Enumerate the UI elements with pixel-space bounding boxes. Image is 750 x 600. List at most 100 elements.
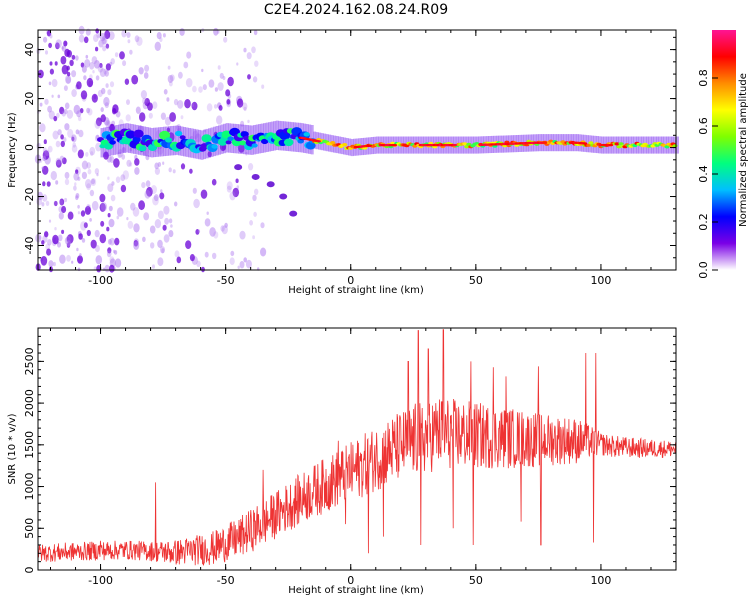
spectrogram-noise-blob [47, 239, 52, 246]
spectrogram-noise-blob [159, 192, 165, 200]
spectrogram-noise-blob [48, 81, 52, 86]
spectrogram-noise-blob [77, 267, 81, 272]
spectrogram-ridge-halo [676, 136, 679, 154]
figure-title: C2E4.2024.162.08.24.R09 [264, 2, 448, 18]
spectrogram-noise-blob [235, 178, 239, 184]
spectrogram-noise-blob [105, 44, 109, 50]
spectrogram-noise-blob [107, 247, 112, 254]
spectrogram-noise-blob [47, 105, 52, 113]
spectrogram-noise-blob [46, 181, 51, 187]
spectrogram-noise-blob [214, 87, 218, 92]
spectrogram-noise-blob [248, 163, 254, 171]
spectrogram-noise-blob [107, 238, 112, 245]
spectrogram-noise-blob [226, 185, 232, 193]
spectrogram-noise-blob [71, 54, 76, 60]
spectrogram-noise-blob [101, 36, 108, 45]
spectrogram-noise-blob [55, 157, 61, 166]
spectrogram-noise-blob [206, 211, 209, 215]
spectrogram-noise-blob [55, 39, 62, 49]
spectrogram-ridge-blob [227, 136, 234, 141]
spectrogram-marks [34, 25, 679, 273]
spectrogram-noise-blob [204, 218, 211, 227]
spectrogram-noise-blob [98, 39, 104, 48]
spectrogram-noise-blob [81, 171, 87, 180]
spectrogram-noise-blob [71, 134, 77, 143]
spectrogram-noise-blob [111, 181, 115, 186]
spectrogram-noise-blob [76, 247, 79, 252]
spectrogram-noise-blob [85, 179, 92, 189]
spectrogram-noise-blob [99, 68, 106, 77]
spectrogram-noise-blob [59, 106, 65, 115]
spectrogram-noise-blob [164, 217, 170, 225]
y-tick-label: -20 [23, 188, 36, 206]
spectrogram-noise-blob [207, 151, 212, 158]
spectrogram-noise-blob [191, 101, 198, 111]
spectrogram-noise-blob [140, 90, 147, 99]
spectrogram-noise-blob [176, 256, 182, 264]
spectrogram-noise-blob [138, 67, 144, 75]
y-tick-label: 0 [23, 567, 36, 574]
spectrogram-noise-blob [63, 137, 67, 143]
spectrogram-noise-blob [60, 134, 64, 140]
spectrogram-ridge-halo [130, 124, 134, 154]
spectrogram-noise-blob [53, 115, 58, 122]
spectrogram-noise-blob [84, 205, 91, 215]
spectrogram-noise-blob [237, 265, 240, 269]
spectrogram-noise-blob [254, 188, 259, 195]
spectrogram-noise-blob [69, 59, 74, 67]
spectrogram-ridge-halo [170, 126, 174, 156]
spectrogram-noise-blob [52, 234, 59, 245]
spectrogram-noise-blob [156, 31, 162, 40]
spectrogram-noise-blob [152, 101, 158, 109]
spectrogram-noise-blob [174, 250, 180, 258]
spectrogram-noise-blob [105, 83, 109, 88]
spectrogram-noise-blob [71, 136, 75, 141]
spectrogram-noise-blob [46, 248, 52, 256]
spectrogram-noise-blob [157, 145, 164, 155]
spectrogram-noise-blob [81, 65, 87, 73]
spectrogram-noise-blob [63, 40, 68, 47]
spectrogram-ridge-blob [179, 135, 186, 140]
spectrogram-noise-blob [43, 36, 48, 43]
spectrogram-ridge-blob [159, 130, 171, 140]
spectrogram-noise-blob [149, 225, 156, 234]
spectrogram-noise-blob [132, 207, 140, 217]
spectrogram-noise-blob [185, 240, 192, 250]
spectrogram-ridge-blob [225, 140, 232, 145]
spectrogram-noise-blob [148, 112, 153, 119]
spectrogram-noise-blob [167, 65, 171, 70]
spectrogram-noise-blob [260, 222, 265, 229]
spectrogram-noise-blob [109, 81, 115, 88]
spectrogram-noise-blob [54, 61, 58, 66]
spectrogram-noise-blob [84, 59, 91, 68]
spectrogram-noise-blob [77, 255, 83, 264]
spectrogram-noise-blob [160, 189, 163, 193]
spectrogram-noise-blob [44, 149, 50, 157]
spectrogram-noise-blob [193, 198, 200, 209]
colorbar-ticks: 0.0 0.2 0.4 0.6 0.8 [697, 69, 718, 279]
spectrogram-noise-blob [86, 107, 90, 114]
spectrogram-ridge-blob [672, 144, 678, 148]
spectrogram-noise-blob [246, 52, 252, 60]
spectrogram-noise-blob [260, 247, 267, 257]
spectrogram-ridge-blob [616, 145, 622, 149]
spectrogram-ridge-blob [462, 142, 468, 146]
spectrogram-noise-blob [89, 62, 95, 70]
spectrogram-noise-blob [95, 142, 102, 152]
spectrogram-noise-blob [107, 176, 110, 180]
spectrogram-ridge-blob [240, 131, 249, 138]
spectrogram-noise-blob [73, 185, 77, 191]
spectrogram-noise-blob [49, 34, 53, 39]
spectrogram-noise-blob [142, 97, 147, 105]
spectrogram-noise-blob [51, 78, 58, 88]
spectrogram-noise-blob [243, 47, 247, 53]
spectrogram-noise-blob [52, 130, 59, 140]
spectrogram-noise-blob [163, 234, 170, 243]
spectrogram-noise-blob [224, 222, 228, 228]
spectrogram-noise-blob [239, 230, 246, 240]
spectrogram-noise-blob [61, 229, 65, 234]
spectrogram-noise-blob [102, 36, 106, 41]
x-tick-label: 100 [590, 274, 611, 287]
spectrogram-noise-blob [136, 36, 143, 46]
spectrogram-noise-blob [169, 74, 175, 82]
